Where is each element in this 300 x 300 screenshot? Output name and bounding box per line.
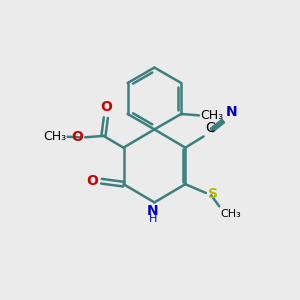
Text: O: O (100, 100, 112, 114)
Text: N: N (226, 105, 238, 119)
Text: CH₃: CH₃ (200, 109, 223, 122)
Text: S: S (208, 188, 218, 202)
Text: N: N (147, 204, 159, 218)
Text: C: C (206, 121, 215, 135)
Text: O: O (86, 174, 98, 188)
Text: H: H (149, 214, 157, 224)
Text: O: O (71, 130, 83, 144)
Text: CH₃: CH₃ (43, 130, 66, 143)
Text: CH₃: CH₃ (221, 208, 242, 219)
